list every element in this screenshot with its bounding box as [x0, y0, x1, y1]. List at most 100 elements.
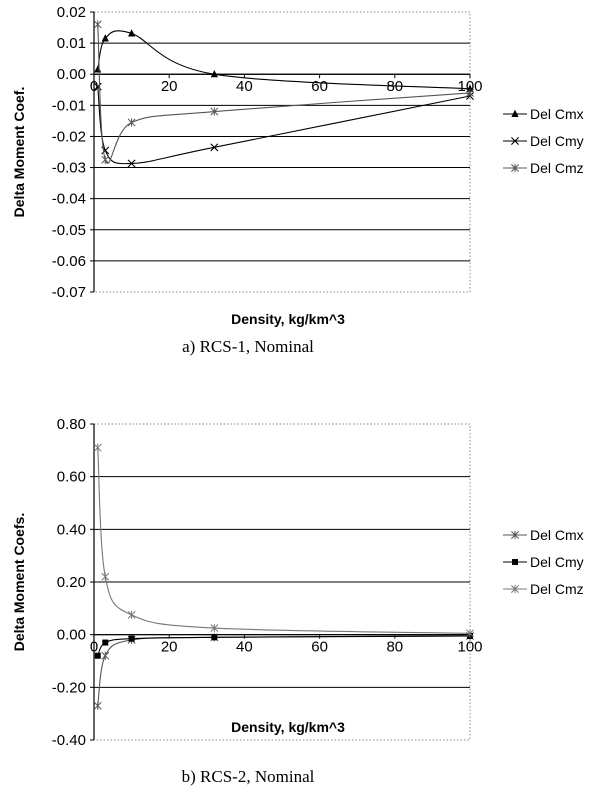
legend-item: Del Cmz — [503, 160, 584, 176]
data-point — [101, 155, 110, 164]
data-point — [94, 65, 102, 73]
legend-label: Del Cmz — [530, 581, 584, 597]
chart-1: 0.02 0.01 0.00 -0.01 -0.02 -0.03 -0.04 -0.05 -0.… — [11, 4, 584, 327]
y-tick-label: -0.20 — [52, 679, 86, 696]
y-tick-label: -0.03 — [52, 160, 86, 177]
data-point — [127, 159, 136, 168]
y-axis-title: Delta Moment Coef. — [11, 87, 27, 218]
data-point — [101, 34, 109, 42]
chart-2-caption: b) RCS-2, Nominal — [182, 767, 315, 786]
series-line — [97, 635, 471, 706]
series-line — [97, 24, 471, 164]
x-tick-label: 80 — [386, 78, 403, 95]
y-tick-label: 0.20 — [57, 574, 86, 591]
legend-marker — [511, 109, 519, 117]
data-point-shape — [128, 635, 135, 642]
data-point-shape — [101, 34, 109, 42]
data-point — [210, 107, 219, 116]
data-point — [93, 443, 102, 452]
series-line — [97, 86, 471, 165]
series-del-cmx — [94, 29, 474, 92]
x-tick-label: 80 — [386, 639, 403, 656]
data-point — [101, 651, 110, 660]
data-point-stroke-b — [93, 82, 102, 91]
legend-marker — [511, 163, 519, 173]
y-tick-label: -0.02 — [52, 128, 86, 145]
y-tick-label: -0.06 — [52, 253, 86, 270]
data-point-shape — [211, 634, 218, 641]
legend-label: Del Cmx — [530, 527, 584, 543]
data-point — [128, 29, 136, 37]
x-axis-title: Density, kg/km^3 — [231, 719, 345, 735]
series-del-cmz — [93, 20, 474, 164]
data-point-shape — [210, 70, 218, 78]
data-point-shape — [102, 639, 109, 646]
data-point — [94, 652, 101, 659]
legend-marker — [512, 559, 518, 565]
data-point — [93, 701, 102, 710]
y-tick-label: 0.00 — [57, 66, 86, 83]
data-point-stroke-b — [210, 143, 219, 152]
y-axis-title: Delta Moment Coefs. — [11, 513, 27, 651]
legend-marker — [511, 137, 519, 145]
data-point-stroke-b — [101, 146, 110, 155]
data-point — [127, 610, 136, 620]
legend-marker-shape — [511, 109, 519, 117]
data-point — [466, 629, 474, 638]
series-del-cmy — [94, 632, 473, 659]
legend-marker-stroke-b — [511, 137, 519, 145]
data-point — [210, 623, 219, 633]
y-tick-label: 0.00 — [57, 627, 86, 644]
data-point-shape — [128, 29, 136, 37]
y-tick-label: -0.05 — [52, 222, 86, 239]
x-tick-label: 0 — [90, 78, 98, 95]
y-tick-label: -0.01 — [52, 97, 86, 114]
y-tick-label: 0.01 — [57, 35, 86, 52]
x-tick-label: 20 — [161, 78, 178, 95]
data-point — [127, 118, 136, 127]
data-point — [101, 572, 110, 581]
legend-item: Del Cmy — [503, 133, 584, 149]
data-point — [466, 84, 474, 92]
data-point-shape — [466, 84, 474, 92]
legend-item: Del Cmy — [503, 554, 584, 570]
series-line — [97, 30, 471, 90]
x-tick-label: 60 — [311, 639, 328, 656]
data-point — [93, 20, 102, 29]
data-point — [466, 88, 474, 97]
legend-label: Del Cmy — [530, 133, 584, 149]
legend-item: Del Cmx — [503, 106, 584, 122]
y-tick-label: -0.07 — [52, 284, 86, 301]
y-tick-label: -0.04 — [52, 191, 86, 208]
data-point-shape — [94, 652, 101, 659]
data-point — [211, 634, 218, 641]
x-tick-label: 100 — [457, 639, 482, 656]
series-del-cmx — [93, 631, 474, 710]
x-tick-label: 60 — [311, 78, 328, 95]
legend-label: Del Cmy — [530, 554, 584, 570]
x-tick-label: 0 — [90, 639, 98, 656]
plot-area-border — [93, 11, 471, 293]
data-point — [102, 639, 109, 646]
data-point — [128, 635, 135, 642]
data-point — [210, 143, 219, 152]
data-point — [210, 70, 218, 78]
legend-item: Del Cmx — [503, 527, 584, 543]
legend-label: Del Cmx — [530, 106, 584, 122]
series-line — [97, 447, 471, 634]
y-tick-label: 0.80 — [57, 416, 86, 433]
series-line — [97, 635, 471, 657]
x-axis-title: Density, kg/km^3 — [231, 311, 345, 327]
legend-label: Del Cmz — [530, 160, 584, 176]
y-tick-label: 0.40 — [57, 521, 86, 538]
legend-marker — [511, 530, 519, 540]
x-tick-label: 40 — [236, 78, 253, 95]
x-tick-label: 20 — [161, 639, 178, 656]
legend-marker — [511, 584, 519, 594]
chart-2: 0.80 0.60 0.40 0.20 0.00 -0.20 -0.40 0 20 40 60 80 1… — [11, 416, 584, 749]
data-point-stroke-b — [127, 159, 136, 168]
legend-item: Del Cmz — [503, 581, 584, 597]
y-tick-label: -0.40 — [52, 732, 86, 749]
chart-1-caption: a) RCS-1, Nominal — [182, 337, 314, 356]
